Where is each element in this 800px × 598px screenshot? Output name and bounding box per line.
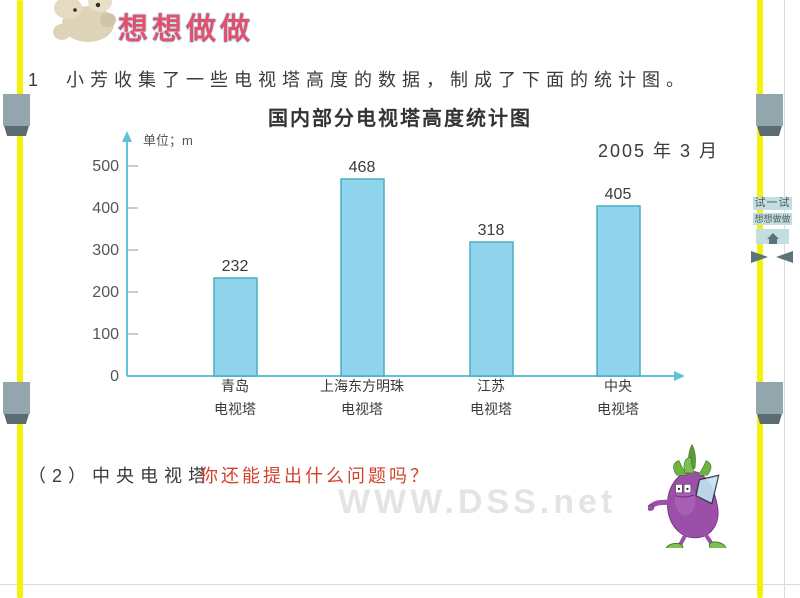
svg-text:300: 300 <box>92 242 119 259</box>
svg-text:电视塔: 电视塔 <box>214 401 256 417</box>
svg-text:100: 100 <box>92 326 119 343</box>
svg-text:电视塔: 电视塔 <box>470 401 512 417</box>
svg-text:405: 405 <box>605 186 632 203</box>
svg-text:318: 318 <box>478 222 505 239</box>
svg-text:468: 468 <box>349 159 376 176</box>
svg-text:400: 400 <box>92 200 119 217</box>
svg-text:232: 232 <box>222 258 249 275</box>
svg-text:200: 200 <box>92 284 119 301</box>
svg-text:中央: 中央 <box>604 378 632 394</box>
svg-text:电视塔: 电视塔 <box>341 401 383 417</box>
svg-text:青岛: 青岛 <box>221 378 249 394</box>
svg-text:500: 500 <box>92 158 119 175</box>
svg-text:上海东方明珠: 上海东方明珠 <box>320 378 404 394</box>
svg-text:0: 0 <box>110 368 119 385</box>
svg-text:江苏: 江苏 <box>477 378 505 394</box>
svg-text:电视塔: 电视塔 <box>597 401 639 417</box>
